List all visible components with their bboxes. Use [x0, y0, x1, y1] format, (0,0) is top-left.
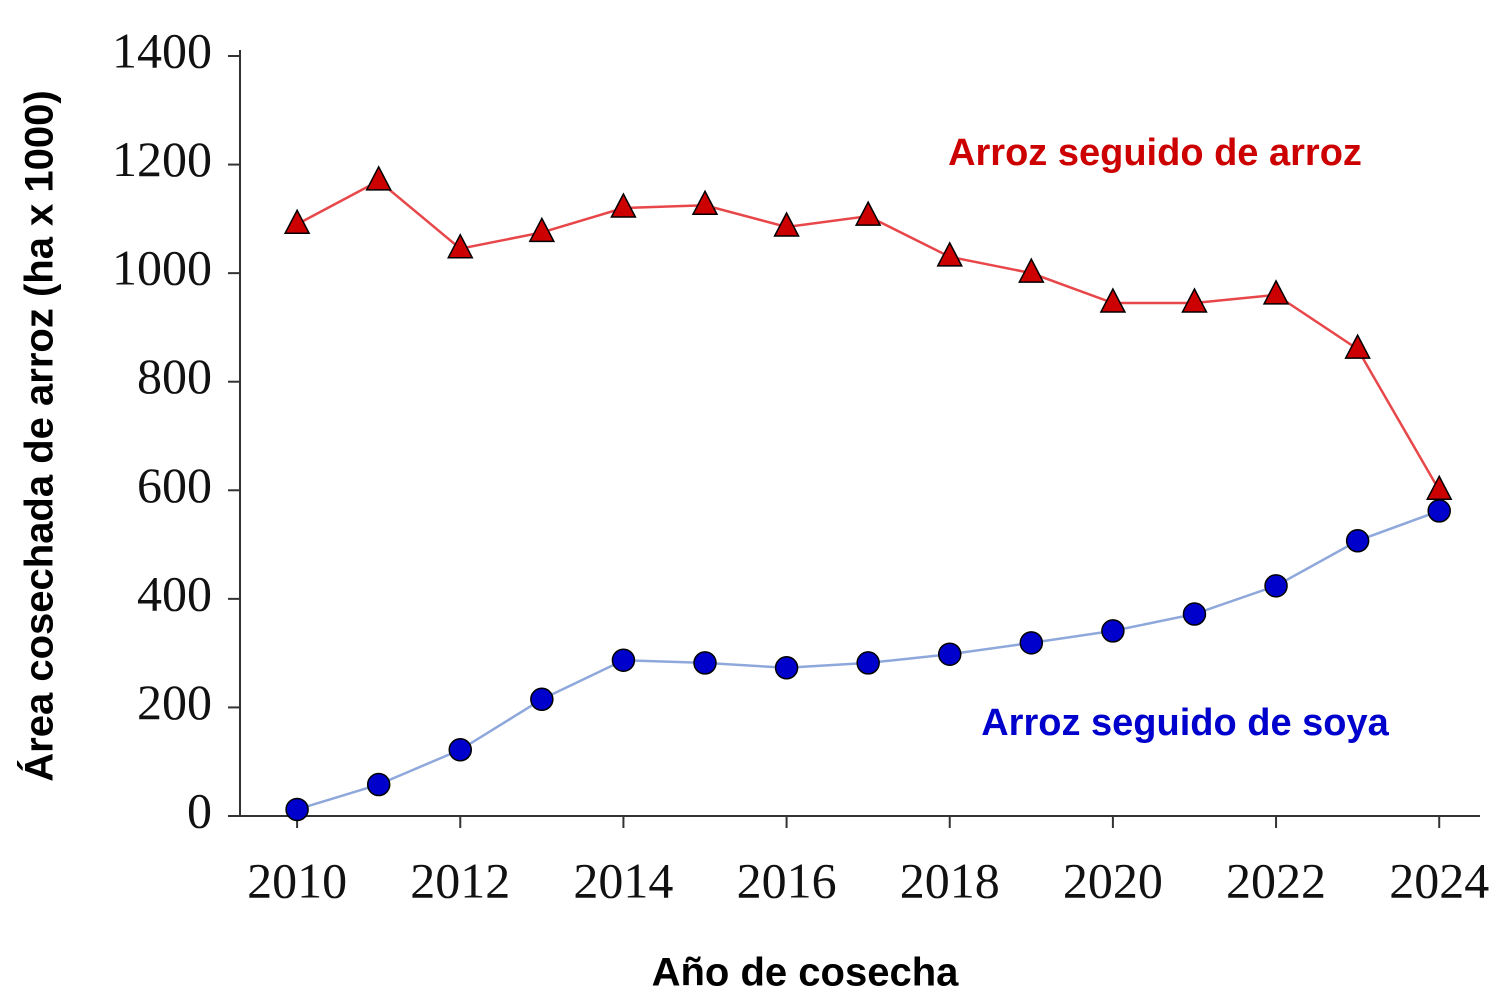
marker	[448, 738, 473, 762]
marker	[1345, 529, 1370, 553]
marker	[1018, 257, 1045, 283]
marker	[611, 648, 636, 672]
marker	[1099, 287, 1127, 313]
marker	[610, 192, 637, 218]
marker	[283, 208, 311, 235]
marker	[774, 656, 799, 680]
marker	[693, 651, 717, 675]
y-tick-label: 1400	[112, 22, 212, 78]
x-tick-label: 2020	[1063, 852, 1163, 908]
marker	[856, 651, 880, 675]
marker	[1425, 474, 1453, 501]
marker	[691, 189, 719, 216]
marker	[528, 216, 556, 243]
x-tick-label: 2012	[410, 852, 510, 908]
marker	[285, 797, 309, 822]
y-tick-label: 1000	[112, 240, 212, 296]
series-label: Arroz seguido de arroz	[948, 132, 1362, 174]
y-tick-label: 600	[137, 457, 212, 513]
marker	[1182, 602, 1207, 626]
series-line	[296, 179, 1441, 491]
series-label: Arroz seguido de soya	[981, 702, 1389, 744]
marker	[1181, 287, 1208, 313]
marker	[1264, 574, 1288, 598]
marker	[937, 642, 962, 666]
y-tick-label: 400	[137, 565, 212, 621]
marker	[1427, 499, 1451, 523]
x-tick-label: 2010	[247, 852, 347, 908]
marker	[1101, 619, 1125, 643]
y-tick-label: 0	[187, 782, 212, 838]
x-tick-label: 2024	[1389, 852, 1489, 908]
y-tick-label: 200	[137, 674, 212, 730]
marker	[773, 211, 800, 237]
marker	[854, 200, 882, 226]
x-tick-label: 2014	[573, 852, 673, 908]
marker	[366, 772, 391, 797]
y-tick-label: 1200	[112, 131, 212, 187]
y-tick-label: 800	[137, 348, 212, 404]
marker	[447, 233, 474, 259]
x-tick-label: 2018	[900, 852, 1000, 908]
marker	[530, 687, 554, 712]
x-axis-label: Año de cosecha	[652, 951, 960, 995]
x-tick-label: 2016	[737, 852, 837, 908]
y-axis-label: Área cosechada de arroz (ha x 1000)	[17, 90, 62, 781]
marker	[936, 241, 963, 267]
marker	[1262, 279, 1290, 305]
x-tick-label: 2022	[1226, 852, 1326, 908]
marker	[1344, 333, 1371, 359]
marker	[365, 165, 392, 191]
marker	[1019, 631, 1044, 655]
